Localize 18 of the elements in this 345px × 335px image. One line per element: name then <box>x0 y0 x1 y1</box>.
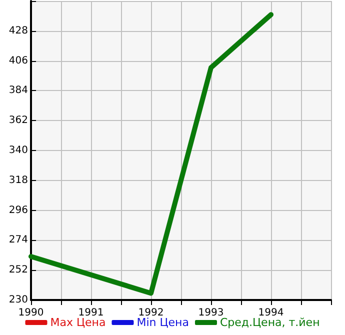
y-tick-label: 252 <box>8 264 28 276</box>
y-tick-label: 406 <box>8 55 28 66</box>
y-tick-label: 428 <box>8 25 28 36</box>
y-tick-label: 340 <box>8 145 28 156</box>
x-tick-label: 1991 <box>78 308 104 318</box>
x-tick-label: 1990 <box>18 308 44 318</box>
legend-label: Max Цена <box>50 316 106 329</box>
x-tick-label: 1992 <box>138 308 164 318</box>
y-tick-label: 230 <box>8 294 28 306</box>
y-tick-label: 318 <box>8 174 28 186</box>
y-tick-label: 296 <box>8 204 28 216</box>
legend-label: Сред.Цена, т.йен <box>220 316 320 329</box>
y-tick-label: 274 <box>8 234 28 246</box>
y-tick-label: 384 <box>8 85 28 96</box>
y-tick-label: 362 <box>8 115 28 126</box>
legend-label: Min Цена <box>136 316 189 329</box>
x-tick-label: 1994 <box>258 308 284 318</box>
x-tick-label: 1993 <box>198 308 224 318</box>
